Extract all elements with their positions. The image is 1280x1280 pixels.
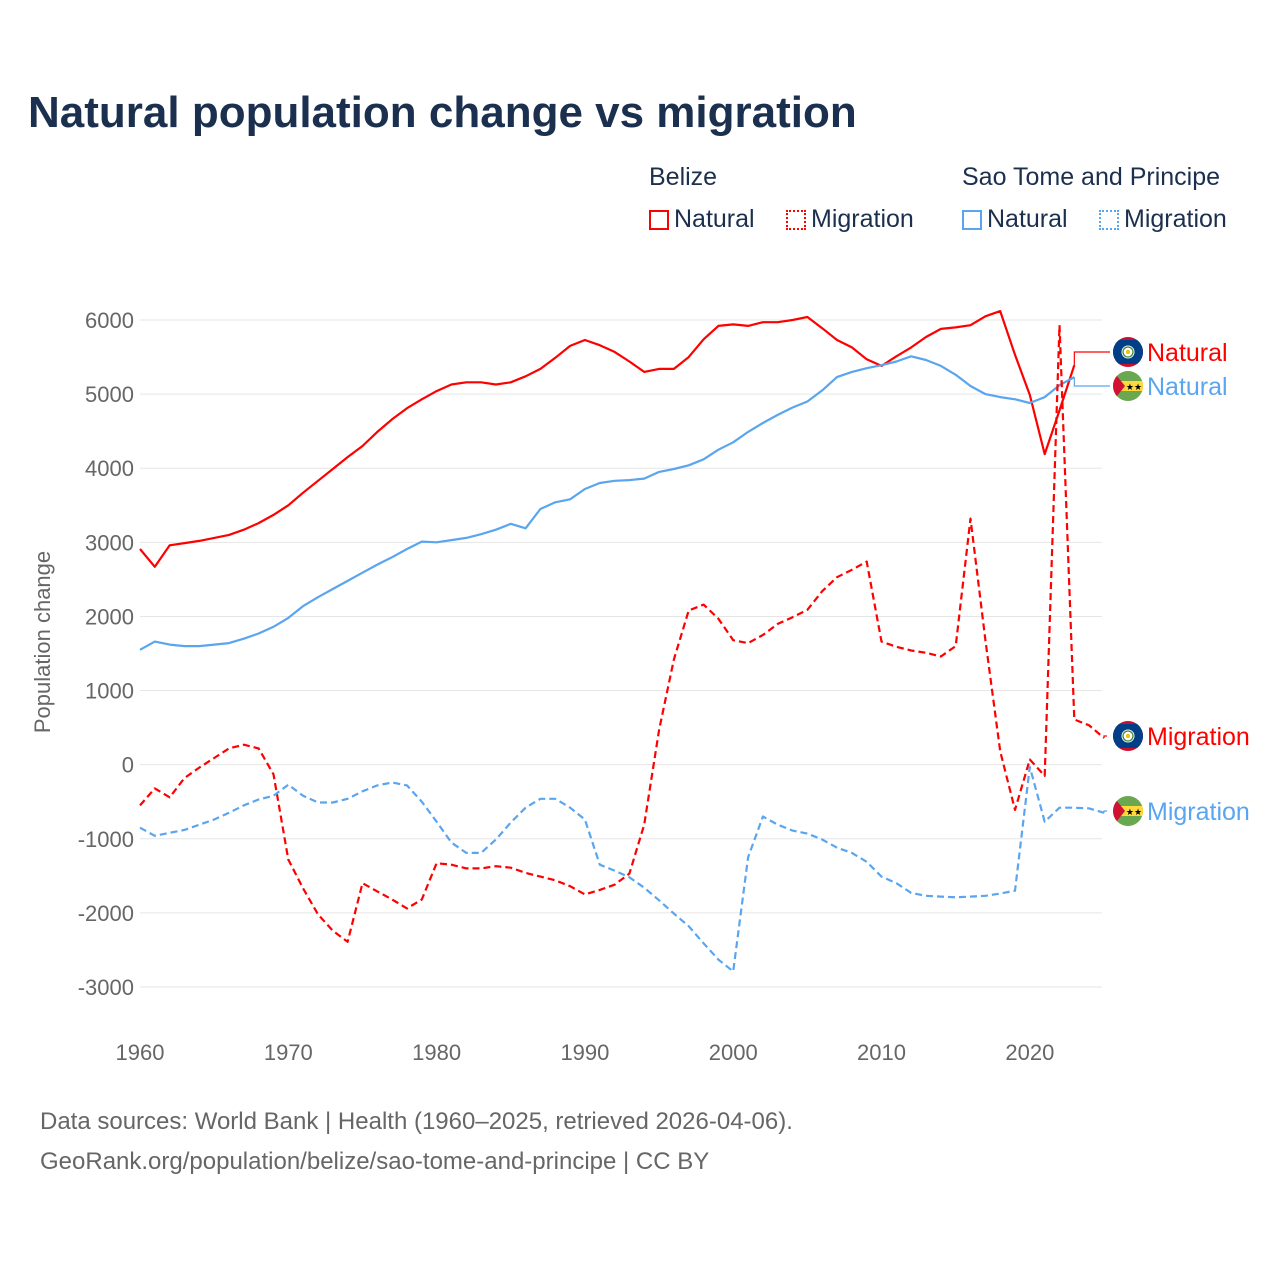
legend-swatch-solid-icon: [962, 210, 982, 230]
series-end-label: Natural: [1147, 373, 1228, 401]
y-tick-label: 4000: [85, 456, 134, 481]
series-line-belize-natural: [139, 310, 1076, 568]
x-tick-label: 1960: [116, 1040, 165, 1065]
legend-swatch-dotted-icon: [786, 210, 806, 230]
chart-title: Natural population change vs migration: [28, 88, 857, 137]
x-tick-label: 1980: [412, 1040, 461, 1065]
label-connector: [1073, 351, 1110, 366]
legend-stp-natural[interactable]: Natural: [962, 205, 1068, 234]
legend-belize-migration[interactable]: Migration: [786, 205, 914, 234]
svg-text:★★: ★★: [1126, 382, 1142, 392]
series-line-sao-tome-and-principe-migration: [139, 765, 1105, 973]
legend-label: Natural: [987, 205, 1068, 233]
label-connector: [1103, 735, 1110, 738]
y-tick-label: -1000: [78, 827, 134, 852]
x-tick-label: 1970: [264, 1040, 313, 1065]
belize-flag-icon: [1113, 721, 1143, 751]
series-end-label: Migration: [1147, 723, 1250, 751]
legend-stp-migration[interactable]: Migration: [1099, 205, 1227, 234]
y-tick-label: 3000: [85, 530, 134, 555]
x-tick-label: 1990: [560, 1040, 609, 1065]
legend-group-belize: Belize: [649, 163, 718, 191]
legend-swatch-dotted-icon: [1099, 210, 1119, 230]
x-tick-label: 2000: [709, 1040, 758, 1065]
legend-group-sao-tome: Sao Tome and Principe: [962, 163, 1221, 191]
label-connector: [1073, 377, 1110, 387]
series-end-label: Natural: [1147, 339, 1228, 367]
y-tick-label: 5000: [85, 382, 134, 407]
x-tick-label: 2020: [1005, 1040, 1054, 1065]
series-end-label: Migration: [1147, 798, 1250, 826]
belize-flag-icon: [1113, 337, 1143, 367]
y-axis-label: Population change: [30, 551, 55, 733]
legend-label: Migration: [811, 205, 914, 233]
series-line-sao-tome-and-principe-natural: [139, 355, 1075, 651]
series-line-belize-migration: [139, 324, 1105, 943]
y-tick-label: -3000: [78, 975, 134, 1000]
y-tick-label: -2000: [78, 901, 134, 926]
svg-text:★★: ★★: [1126, 807, 1142, 817]
footer-url[interactable]: GeoRank.org/population/belize/sao-tome-a…: [40, 1148, 710, 1175]
x-tick-label: 2010: [857, 1040, 906, 1065]
sao-tome-flag-icon: ★★: [1113, 371, 1143, 401]
legend-label: Migration: [1124, 205, 1227, 233]
y-tick-label: 0: [122, 753, 134, 778]
legend-belize-natural[interactable]: Natural: [649, 205, 755, 234]
label-connector: [1103, 810, 1110, 813]
y-tick-label: 2000: [85, 604, 134, 629]
footer-sources: Data sources: World Bank | Health (1960–…: [40, 1108, 793, 1135]
legend-swatch-solid-icon: [649, 210, 669, 230]
legend-label: Natural: [674, 205, 755, 233]
sao-tome-flag-icon: ★★: [1113, 796, 1143, 826]
y-tick-label: 1000: [85, 679, 134, 704]
y-tick-label: 6000: [85, 308, 134, 333]
